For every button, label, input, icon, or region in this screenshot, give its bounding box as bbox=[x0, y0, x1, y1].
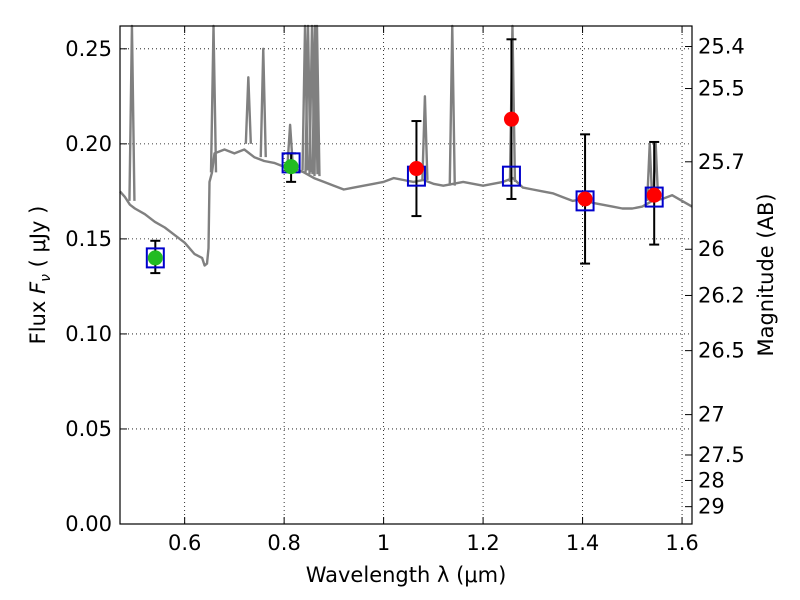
mag-tick-label: 28 bbox=[698, 468, 725, 492]
y-tick-label: 0.20 bbox=[65, 132, 112, 156]
y-tick-label: 0.10 bbox=[65, 322, 112, 346]
photometry-point bbox=[283, 159, 299, 175]
y-axis-title-subscript: ν bbox=[38, 274, 54, 282]
emission-line-spike bbox=[448, 24, 456, 186]
y2-axis-title: Magnitude (AB) bbox=[754, 193, 778, 356]
emission-line-spike bbox=[421, 95, 429, 180]
photometry-point bbox=[408, 161, 424, 177]
x-tick-label: 1 bbox=[377, 531, 390, 555]
emission-line-spike bbox=[259, 47, 267, 158]
model-square-layer bbox=[145, 152, 664, 269]
emission-line-spike bbox=[646, 142, 654, 201]
x-tick-label: 1.2 bbox=[466, 531, 499, 555]
plot-frame bbox=[119, 25, 693, 525]
model-flux-square bbox=[575, 190, 595, 212]
photometry-point bbox=[646, 187, 662, 203]
mag-tick-label: 29 bbox=[698, 495, 725, 519]
y-axis-title: Flux Fν ( μJy ) bbox=[26, 206, 54, 345]
emission-line-spike bbox=[244, 76, 253, 144]
spectrum-line bbox=[119, 148, 693, 267]
x-tick-label: 0.8 bbox=[267, 531, 300, 555]
mag-tick-label: 25.4 bbox=[698, 35, 745, 59]
model-flux-square bbox=[145, 247, 165, 269]
model-flux-square bbox=[644, 186, 664, 208]
photometry-point-layer bbox=[147, 111, 662, 266]
y-tick-label: 0.15 bbox=[65, 227, 112, 251]
emission-line-spike bbox=[128, 24, 136, 201]
x-tick-label: 0.6 bbox=[168, 531, 201, 555]
grid-layer bbox=[120, 26, 692, 524]
mag-tick-label: 26.2 bbox=[698, 283, 745, 307]
y-axis-title-symbol: F bbox=[26, 281, 50, 294]
mag-tick-label: 26 bbox=[698, 237, 725, 261]
y-tick-label: 0.25 bbox=[65, 37, 112, 61]
photometry-point bbox=[577, 191, 593, 207]
y-axis-title-unit: ( μJy ) bbox=[26, 206, 50, 274]
mag-tick-label: 27 bbox=[698, 403, 725, 427]
emission-line-spike bbox=[209, 24, 218, 173]
x-axis: 0.6 0.8 1 1.2 1.4 1.6 bbox=[168, 26, 699, 555]
x-tick-label: 1.4 bbox=[566, 531, 599, 555]
y-axis-title-prefix: Flux bbox=[26, 294, 50, 344]
y-axis-left: 0.00 0.05 0.10 0.15 0.20 0.25 bbox=[65, 37, 127, 536]
spectrum-layer bbox=[119, 24, 693, 267]
y-tick-label: 0.00 bbox=[65, 512, 112, 536]
mag-tick-label: 27.5 bbox=[698, 443, 745, 467]
photometry-point bbox=[147, 250, 163, 266]
mag-tick-label: 25.5 bbox=[698, 77, 745, 101]
mag-tick-label: 25.7 bbox=[698, 150, 745, 174]
photometry-point bbox=[503, 111, 519, 127]
x-axis-title: Wavelength λ (μm) bbox=[306, 563, 507, 587]
y-axis-right-magnitude: 25.4 25.5 25.7 26 26.2 26.5 27 27.528 29 bbox=[685, 35, 745, 519]
y-tick-label: 0.05 bbox=[65, 417, 112, 441]
emission-line-spike bbox=[286, 123, 294, 163]
x-tick-label: 1.6 bbox=[665, 531, 698, 555]
mag-tick-label: 26.5 bbox=[698, 339, 745, 363]
model-flux-square bbox=[501, 165, 521, 187]
